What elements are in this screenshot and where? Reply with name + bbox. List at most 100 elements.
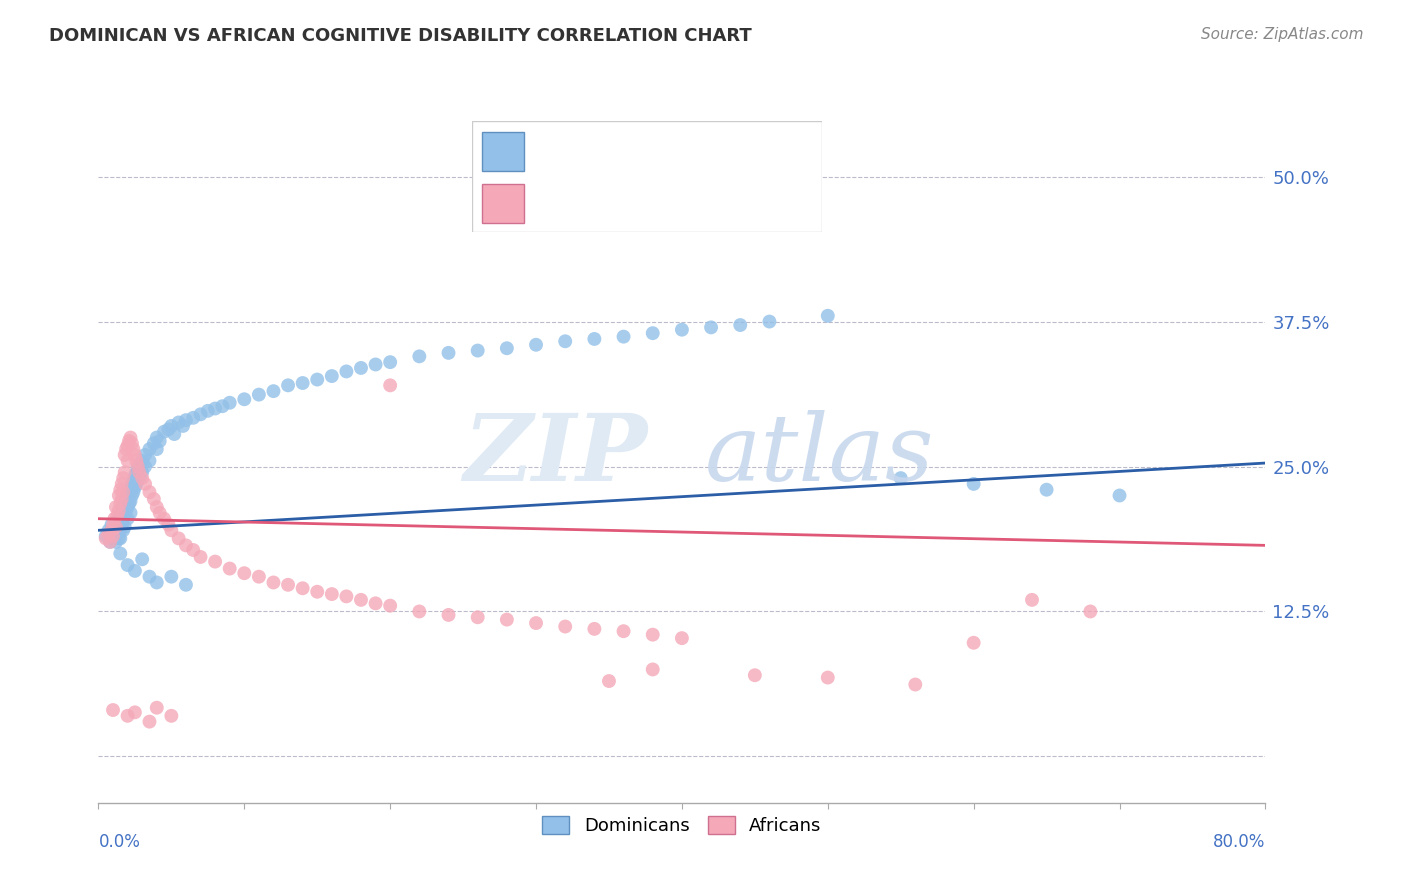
Point xyxy=(496,341,519,355)
Point xyxy=(94,529,117,543)
Point xyxy=(131,471,153,485)
Point xyxy=(380,599,402,613)
Point xyxy=(1108,489,1130,503)
Point xyxy=(817,671,839,685)
Point xyxy=(307,373,329,387)
Point xyxy=(211,399,233,413)
Point xyxy=(122,474,145,488)
Point xyxy=(350,360,373,375)
Point xyxy=(146,500,169,514)
Point xyxy=(146,430,169,444)
Point xyxy=(233,566,256,581)
Point xyxy=(121,489,143,503)
Point xyxy=(108,532,131,546)
Point xyxy=(124,564,146,578)
Point xyxy=(98,534,121,549)
Point xyxy=(172,419,194,434)
Point xyxy=(120,430,142,444)
Point xyxy=(122,442,145,456)
Point xyxy=(112,485,135,500)
Point xyxy=(131,466,153,480)
Point xyxy=(364,596,387,610)
Point xyxy=(583,622,606,636)
Point xyxy=(524,615,547,630)
Point xyxy=(204,401,226,416)
Point xyxy=(181,410,204,425)
Point xyxy=(100,523,122,537)
Point xyxy=(101,517,124,532)
Point xyxy=(138,570,160,584)
Point xyxy=(218,561,240,575)
Point xyxy=(117,489,139,503)
Point xyxy=(641,326,664,341)
Point xyxy=(118,434,141,448)
Point xyxy=(103,511,125,525)
Point xyxy=(700,211,723,225)
Point xyxy=(277,378,299,392)
Point xyxy=(114,466,136,480)
Point xyxy=(321,587,343,601)
Point xyxy=(160,708,183,723)
Point xyxy=(105,514,128,528)
Point xyxy=(364,358,387,372)
Point xyxy=(496,613,519,627)
Point xyxy=(125,466,148,480)
Point xyxy=(671,323,693,337)
Point xyxy=(174,538,197,552)
Point xyxy=(120,494,142,508)
Point xyxy=(124,448,146,462)
Legend: Dominicans, Africans: Dominicans, Africans xyxy=(536,809,828,842)
Point xyxy=(110,511,132,525)
Text: ZIP: ZIP xyxy=(463,410,647,500)
Point xyxy=(277,578,299,592)
Point xyxy=(138,442,160,456)
Point xyxy=(100,517,122,532)
Point xyxy=(104,520,127,534)
Point xyxy=(1035,483,1057,497)
Point xyxy=(218,395,240,409)
Point xyxy=(321,369,343,384)
Point xyxy=(108,503,131,517)
Point xyxy=(127,462,149,476)
Point xyxy=(117,439,139,453)
Point xyxy=(101,532,124,546)
Text: atlas: atlas xyxy=(706,410,935,500)
Point xyxy=(190,549,212,564)
Point xyxy=(157,517,180,532)
Point xyxy=(124,468,146,483)
Point xyxy=(138,453,160,467)
Point xyxy=(467,610,489,624)
Point xyxy=(97,523,120,537)
Point xyxy=(108,521,131,535)
Point xyxy=(110,497,132,511)
Point xyxy=(671,631,693,645)
Point xyxy=(157,422,180,436)
Point xyxy=(112,471,135,485)
Point xyxy=(124,480,146,494)
Point xyxy=(120,506,142,520)
Point xyxy=(115,503,138,517)
Point xyxy=(105,525,128,540)
Point xyxy=(131,552,153,566)
Point xyxy=(962,476,984,491)
Point xyxy=(114,448,136,462)
Point xyxy=(744,668,766,682)
Point xyxy=(134,476,156,491)
Point xyxy=(380,355,402,369)
Point xyxy=(121,436,143,450)
Point xyxy=(117,453,139,467)
Point xyxy=(437,607,460,622)
Point xyxy=(146,575,169,590)
Point xyxy=(197,404,219,418)
Point xyxy=(110,532,132,546)
Point xyxy=(524,338,547,352)
Point xyxy=(128,459,150,474)
Point xyxy=(641,628,664,642)
Point xyxy=(1080,605,1102,619)
Point xyxy=(108,489,131,503)
Point xyxy=(167,416,190,430)
Point xyxy=(1021,592,1043,607)
Point xyxy=(120,483,142,497)
Point xyxy=(700,320,723,334)
Point xyxy=(904,677,927,691)
